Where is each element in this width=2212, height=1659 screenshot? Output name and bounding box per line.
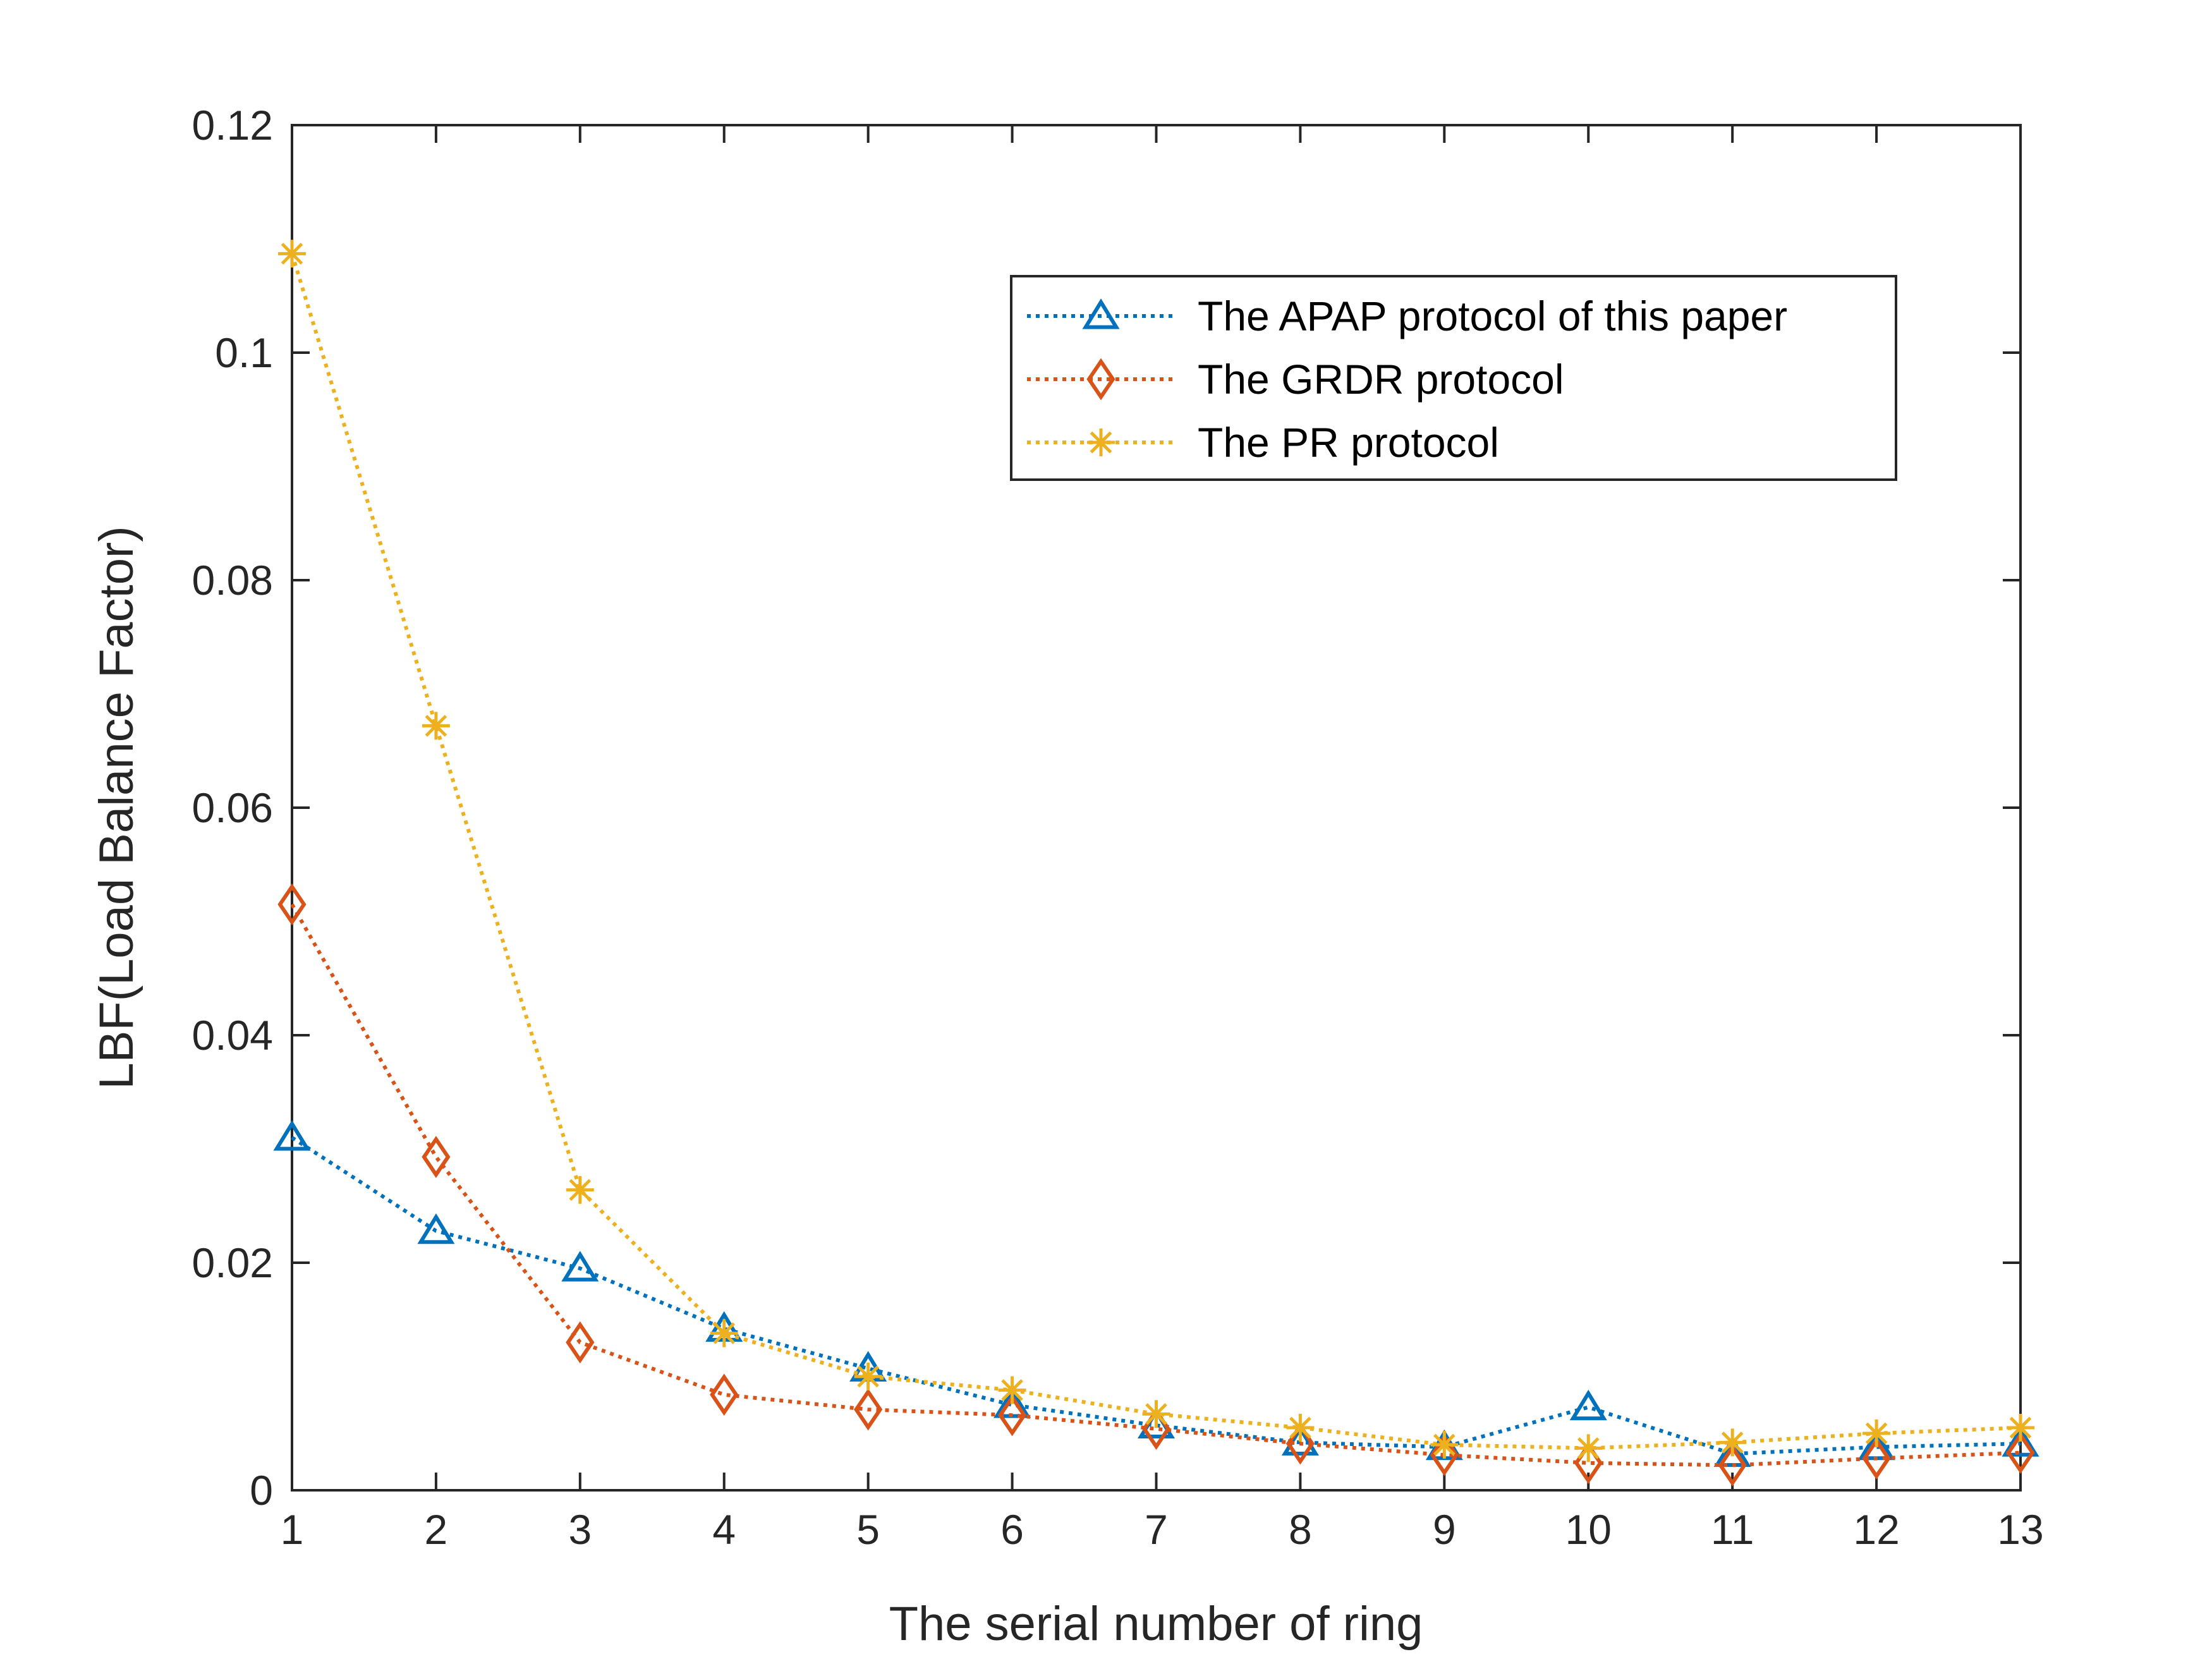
data-point	[2002, 1426, 2039, 1457]
series-line	[291, 1136, 2021, 1456]
y-tick-label: 0.1	[215, 329, 273, 376]
legend-marker	[1087, 428, 1115, 456]
data-point	[566, 1321, 595, 1364]
data-point	[422, 712, 450, 740]
x-tick-label: 4	[712, 1506, 736, 1553]
data-point	[1430, 1431, 1459, 1459]
data-point	[1142, 1400, 1170, 1428]
x-tick-label: 2	[425, 1506, 448, 1553]
data-point	[422, 1136, 451, 1178]
legend-marker	[1082, 298, 1120, 329]
x-tick-label: 1	[281, 1506, 304, 1553]
data-point	[1286, 1414, 1315, 1442]
x-tick-label: 9	[1433, 1506, 1456, 1553]
x-tick-label: 5	[856, 1506, 880, 1553]
data-point	[854, 1388, 883, 1431]
x-tick-label: 11	[1711, 1506, 1754, 1553]
data-point	[2006, 1431, 2035, 1474]
data-point	[1574, 1434, 1603, 1462]
data-point	[417, 1213, 455, 1244]
y-tick-label: 0.06	[192, 784, 273, 831]
y-tick-label: 0.02	[192, 1239, 273, 1286]
x-tick-label: 13	[1997, 1506, 2043, 1553]
legend-marker	[1086, 358, 1115, 401]
data-point	[2007, 1414, 2034, 1442]
data-point	[273, 1120, 311, 1151]
legend: The APAP protocol of this paper The GRDR …	[1010, 275, 1897, 481]
data-point	[1569, 1389, 1607, 1421]
data-point	[277, 883, 307, 926]
data-point	[854, 1363, 882, 1390]
x-tick-label: 12	[1853, 1506, 1899, 1553]
data-point	[566, 1176, 594, 1204]
series-layer	[273, 240, 2039, 1486]
x-tick-label: 6	[1000, 1506, 1024, 1553]
y-axis-title: LBF(Load Balance Factor)	[90, 526, 143, 1089]
data-point	[1430, 1433, 1459, 1476]
series-diamond	[277, 883, 2035, 1486]
data-point	[710, 1373, 739, 1416]
legend-label: The GRDR protocol	[1198, 356, 1564, 403]
data-point	[1718, 1444, 1747, 1486]
y-tick-label: 0.04	[192, 1012, 273, 1059]
x-axis-title: The serial number of ring	[889, 1597, 1423, 1651]
x-tick-label: 8	[1289, 1506, 1312, 1553]
data-point	[1862, 1437, 1891, 1480]
y-tick-label: 0	[250, 1467, 273, 1514]
x-tick-label: 10	[1565, 1506, 1612, 1553]
y-axis: 0 0.02 0.04 0.06 0.08 0.1 0.12	[192, 102, 2021, 1514]
data-point	[1718, 1428, 1747, 1457]
series-line	[290, 903, 2021, 1468]
data-point	[1863, 1419, 1891, 1447]
data-point	[997, 1394, 1027, 1437]
series-asterisk	[278, 240, 2034, 1462]
data-point	[561, 1251, 599, 1282]
legend-label: The PR protocol	[1198, 419, 1499, 466]
x-tick-label: 3	[568, 1506, 592, 1553]
x-tick-label: 7	[1145, 1506, 1168, 1553]
y-tick-label: 0.08	[192, 557, 273, 604]
legend-box	[1010, 275, 1897, 481]
data-point	[278, 240, 306, 268]
x-axis: 1 2 3 4 5 6 7 8 9 10 11 12 13	[281, 125, 2044, 1553]
legend-label: The APAP protocol of this paper	[1198, 293, 1787, 339]
y-tick-label: 0.12	[192, 102, 273, 149]
data-point	[710, 1319, 738, 1347]
data-point	[998, 1376, 1026, 1404]
